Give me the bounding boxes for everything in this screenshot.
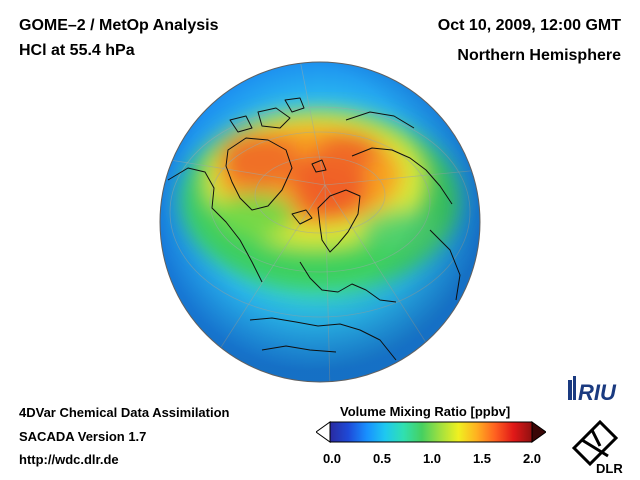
globe-outline	[159, 61, 481, 383]
colorbar-tick-2: 1.0	[422, 451, 442, 466]
dlr-logo: DLR	[571, 419, 623, 474]
colorbar-max-arrow	[531, 421, 546, 443]
title-species: HCl at 55.4 hPa	[19, 42, 135, 59]
colorbar-tick-1: 0.5	[372, 451, 392, 466]
colorbar-tick-3: 1.5	[472, 451, 492, 466]
footer-version: SACADA Version 1.7	[19, 429, 147, 444]
footer-method: 4DVar Chemical Data Assimilation	[19, 405, 230, 420]
colorbar	[316, 421, 546, 443]
dlr-logo-text: DLR	[596, 461, 623, 474]
footer-url[interactable]: http://wdc.dlr.de	[19, 452, 119, 467]
colorbar-scale	[329, 421, 533, 443]
title-datetime: Oct 10, 2009, 12:00 GMT	[437, 17, 621, 34]
svg-text:RIU: RIU	[578, 380, 617, 404]
colorbar-tick-0: 0.0	[322, 451, 342, 466]
colorbar-min-arrow	[316, 421, 331, 443]
colorbar-title: Volume Mixing Ratio [ppbv]	[340, 404, 511, 419]
title-region: Northern Hemisphere	[457, 47, 621, 64]
title-product: GOME–2 / MetOp Analysis	[19, 17, 219, 34]
colorbar-tick-4: 2.0	[522, 451, 542, 466]
riu-logo: RIU	[568, 376, 617, 404]
